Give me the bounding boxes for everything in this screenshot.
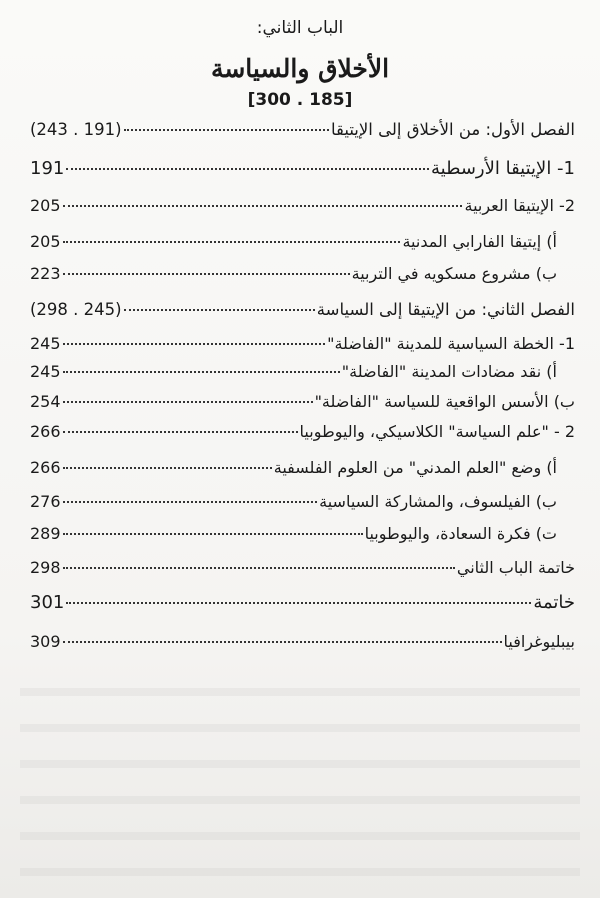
- toc-page: 301: [30, 592, 65, 613]
- toc-entry: 1- الخطة السياسية للمدينة "الفاضلة" 245: [30, 334, 575, 353]
- toc-entry: 2- الإيتيقا العربية 205: [30, 196, 575, 215]
- toc-page: 205: [30, 196, 61, 215]
- leader-dots: [62, 501, 318, 503]
- toc-page: 191: [30, 158, 65, 179]
- leader-dots: [62, 431, 298, 433]
- toc-entry: ت) فكرة السعادة، واليوطوبيا 289: [30, 524, 575, 543]
- toc-page: 266: [30, 422, 61, 441]
- leader-dots: [62, 567, 455, 569]
- toc-page: 254: [30, 392, 61, 411]
- toc-page: 309: [30, 632, 61, 651]
- leader-dots: [62, 401, 313, 403]
- toc-label: ب) مشروع مسكويه في التربية: [351, 264, 557, 283]
- toc-entry: ب) مشروع مسكويه في التربية 223: [30, 264, 575, 283]
- toc-label: أ) وضع "العلم المدني" من العلوم الفلسفية: [273, 458, 557, 477]
- toc-entry: ب) الفيلسوف، والمشاركة السياسية 276: [30, 492, 575, 511]
- toc-label: ب) الفيلسوف، والمشاركة السياسية: [319, 492, 557, 511]
- leader-dots: [62, 205, 463, 207]
- toc-entry: ب) الأسس الواقعية للسياسة "الفاضلة" 254: [30, 392, 575, 411]
- part-page-range: [300 . 185]: [247, 90, 353, 110]
- toc-page: 276: [30, 492, 61, 511]
- toc-label: خاتمة الباب الثاني: [456, 558, 575, 577]
- leader-dots: [62, 273, 350, 275]
- toc-label: الفصل الأول: من الأخلاق إلى الإيتيقا: [330, 120, 575, 139]
- leader-dots: [66, 168, 429, 170]
- toc-label: بيبليوغرافيا: [503, 632, 576, 651]
- leader-dots: [123, 129, 329, 131]
- toc-label: 2 - "علم السياسة" الكلاسيكي، واليوطوبيا: [299, 422, 575, 441]
- toc-label: الفصل الثاني: من الإيتيقا إلى السياسة: [316, 300, 575, 319]
- leader-dots: [62, 533, 363, 535]
- toc-page: 298: [30, 558, 61, 577]
- toc-chapter: الفصل الأول: من الأخلاق إلى الإيتيقا (243…: [30, 120, 575, 139]
- toc-page: (298 . 245): [30, 300, 122, 319]
- leader-dots: [62, 641, 502, 643]
- toc-label: 2- الإيتيقا العربية: [464, 196, 575, 215]
- toc-entry: 2 - "علم السياسة" الكلاسيكي، واليوطوبيا 2…: [30, 422, 575, 441]
- toc-label: أ) نقد مضادات المدينة "الفاضلة": [341, 362, 557, 381]
- toc-chapter: الفصل الثاني: من الإيتيقا إلى السياسة (29…: [30, 300, 575, 319]
- toc-page: 245: [30, 334, 61, 353]
- toc-page: 205: [30, 232, 61, 251]
- toc-entry: أ) إيتيقا الفارابي المدنية 205: [30, 232, 575, 251]
- leader-dots: [62, 371, 340, 373]
- bleed-through-text: [20, 660, 580, 878]
- toc-label: أ) إيتيقا الفارابي المدنية: [402, 232, 557, 251]
- toc-page: 245: [30, 362, 61, 381]
- leader-dots: [62, 343, 326, 345]
- leader-dots: [66, 602, 532, 604]
- leader-dots: [62, 241, 401, 243]
- toc-entry: بيبليوغرافيا 309: [30, 632, 575, 651]
- toc-label: ت) فكرة السعادة، واليوطوبيا: [364, 524, 557, 543]
- leader-dots: [123, 309, 315, 311]
- toc-page: 223: [30, 264, 61, 283]
- toc-label: ب) الأسس الواقعية للسياسة "الفاضلة": [314, 392, 575, 411]
- toc-entry: خاتمة 301: [30, 592, 575, 613]
- toc-page: (243 . 191): [30, 120, 122, 139]
- toc-label: 1- الإيتيقا الأرسطية: [430, 158, 575, 179]
- part-title: الأخلاق والسياسة: [210, 54, 390, 83]
- toc-label: خاتمة: [533, 592, 575, 613]
- toc-entry: أ) وضع "العلم المدني" من العلوم الفلسفية…: [30, 458, 575, 477]
- toc-page: 289: [30, 524, 61, 543]
- leader-dots: [62, 467, 272, 469]
- toc-entry: أ) نقد مضادات المدينة "الفاضلة" 245: [30, 362, 575, 381]
- toc-entry: 1- الإيتيقا الأرسطية 191: [30, 158, 575, 179]
- toc-entry: خاتمة الباب الثاني 298: [30, 558, 575, 577]
- toc-page: 266: [30, 458, 61, 477]
- toc-label: 1- الخطة السياسية للمدينة "الفاضلة": [327, 334, 575, 353]
- part-label: الباب الثاني:: [256, 18, 344, 38]
